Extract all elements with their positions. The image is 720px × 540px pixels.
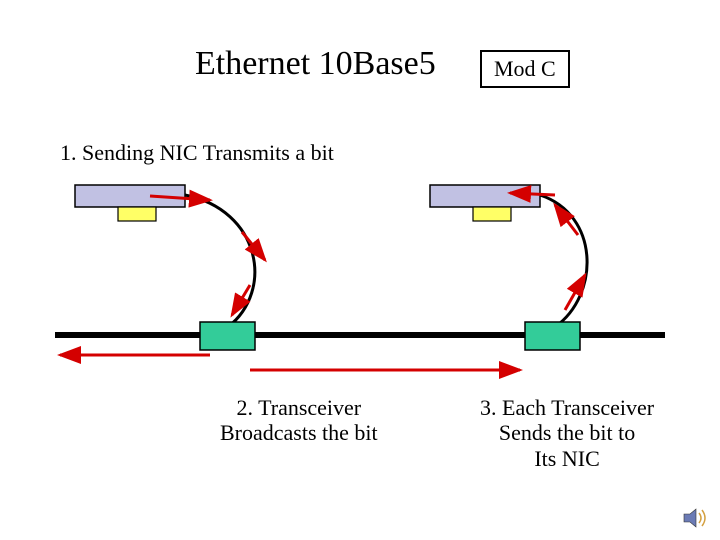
caption-line: 3. Each Transceiver bbox=[480, 395, 654, 420]
step-2-caption: 2. Transceiver Broadcasts the bit bbox=[220, 395, 378, 446]
caption-line: Broadcasts the bit bbox=[220, 420, 378, 445]
nic-port bbox=[473, 207, 511, 221]
mod-badge: Mod C bbox=[480, 50, 570, 88]
drop-cable bbox=[185, 195, 255, 327]
transceiver bbox=[525, 322, 580, 350]
caption-line: Its NIC bbox=[534, 446, 599, 471]
nic-card bbox=[430, 185, 540, 207]
step-3-caption: 3. Each Transceiver Sends the bit to Its… bbox=[480, 395, 654, 471]
caption-line: Sends the bit to bbox=[499, 420, 635, 445]
step-1-label: 1. Sending NIC Transmits a bit bbox=[60, 140, 334, 166]
transceiver bbox=[200, 322, 255, 350]
page-title: Ethernet 10Base5 bbox=[195, 45, 436, 83]
speaker-icon bbox=[682, 506, 710, 530]
signal-arrow bbox=[232, 285, 250, 315]
caption-line: 2. Transceiver bbox=[236, 395, 361, 420]
nic-port bbox=[118, 207, 156, 221]
signal-arrow bbox=[510, 193, 555, 195]
